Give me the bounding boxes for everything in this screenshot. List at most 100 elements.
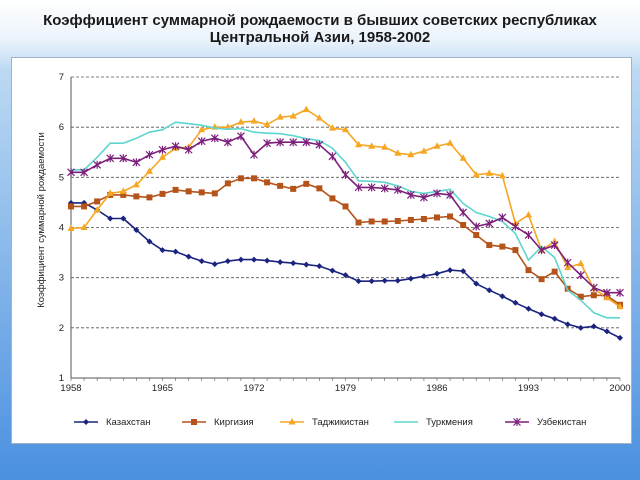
data-point <box>485 219 494 228</box>
legend-item-1: Казахстан <box>74 417 151 428</box>
data-point <box>67 224 75 232</box>
data-point <box>459 154 467 161</box>
data-point <box>132 158 141 167</box>
legend-item-2: Киргизия <box>182 417 254 428</box>
data-point <box>525 267 532 274</box>
legend-label: Узбекистан <box>537 417 586 428</box>
data-point <box>537 246 546 255</box>
series-5 <box>67 132 624 297</box>
data-point <box>277 182 284 189</box>
data-point <box>420 193 428 202</box>
data-point <box>224 258 231 265</box>
data-point <box>564 321 571 328</box>
data-point <box>485 169 493 176</box>
data-point <box>511 222 520 231</box>
data-point <box>93 205 101 213</box>
data-point <box>525 210 532 218</box>
data-point <box>93 160 102 169</box>
data-point <box>512 247 519 254</box>
data-point <box>380 184 389 193</box>
data-point <box>172 186 179 193</box>
data-point <box>342 125 349 133</box>
data-point <box>603 293 611 301</box>
x-tick-label: 1979 <box>335 383 356 394</box>
series-4 <box>71 121 620 319</box>
data-point <box>146 238 153 245</box>
data-point <box>341 170 350 179</box>
data-point <box>563 258 572 267</box>
series-lines <box>67 105 624 341</box>
data-point <box>459 208 468 217</box>
data-point <box>132 180 140 188</box>
data-point <box>184 145 193 154</box>
data-point <box>354 183 363 192</box>
data-point <box>237 118 245 125</box>
data-point <box>576 271 585 280</box>
series-3 <box>67 105 624 310</box>
series-1 <box>68 199 623 341</box>
data-point <box>368 142 376 149</box>
data-point <box>133 193 140 200</box>
grid-lines <box>70 76 620 379</box>
data-point <box>393 185 402 194</box>
data-point <box>263 139 271 148</box>
data-point <box>289 112 297 119</box>
data-point <box>616 288 624 297</box>
data-point <box>250 150 258 159</box>
y-axis-ticks: 1 2 3 4 5 6 7 <box>59 72 64 384</box>
data-point <box>473 280 480 287</box>
x-tick-label: 1972 <box>243 383 264 394</box>
data-point <box>106 189 114 196</box>
legend-item-5: Узбекистан <box>505 417 586 428</box>
data-point <box>263 120 271 128</box>
data-point <box>288 418 296 425</box>
data-point <box>145 167 153 174</box>
data-point <box>185 188 192 195</box>
data-point <box>198 258 205 265</box>
data-point <box>420 273 427 280</box>
data-point <box>498 171 506 179</box>
y-tick-label: 6 <box>59 122 64 133</box>
data-point <box>224 180 231 187</box>
data-point <box>446 190 454 199</box>
data-point <box>303 180 310 187</box>
data-point <box>251 256 257 263</box>
data-point <box>498 213 507 222</box>
legend-label: Таджикистан <box>312 417 369 428</box>
x-tick-label: 1993 <box>518 383 539 394</box>
data-point <box>538 276 545 283</box>
data-point <box>107 215 114 222</box>
data-point <box>524 231 533 240</box>
chart-title: Коэффициент суммарной рождаемости в бывш… <box>43 12 597 46</box>
data-point <box>617 334 623 341</box>
data-point <box>589 283 598 292</box>
series-line <box>71 135 620 294</box>
data-point <box>276 113 284 120</box>
data-point <box>119 154 128 163</box>
data-point <box>420 215 427 222</box>
x-tick-label: 1965 <box>152 383 173 394</box>
x-tick-label: 1986 <box>426 383 447 394</box>
data-point <box>367 183 376 192</box>
data-point <box>251 175 257 182</box>
data-point <box>316 263 323 270</box>
data-point <box>171 142 180 151</box>
y-tick-label: 4 <box>59 223 64 234</box>
data-point <box>499 293 506 300</box>
data-point <box>328 124 336 131</box>
data-point <box>368 278 375 285</box>
y-axis-label: Коэффициент суммарной рождаемости <box>36 132 47 308</box>
data-point <box>68 203 74 210</box>
data-point <box>145 150 154 159</box>
data-point <box>433 189 441 198</box>
data-point <box>185 253 192 260</box>
data-point <box>342 203 349 210</box>
data-point <box>197 137 206 146</box>
x-tick-label: 2000 <box>609 383 630 394</box>
data-point <box>159 247 166 254</box>
data-point <box>277 259 284 266</box>
data-point <box>329 195 336 202</box>
data-point <box>290 185 297 192</box>
data-point <box>355 278 362 285</box>
legend-label: Туркмения <box>426 417 473 428</box>
